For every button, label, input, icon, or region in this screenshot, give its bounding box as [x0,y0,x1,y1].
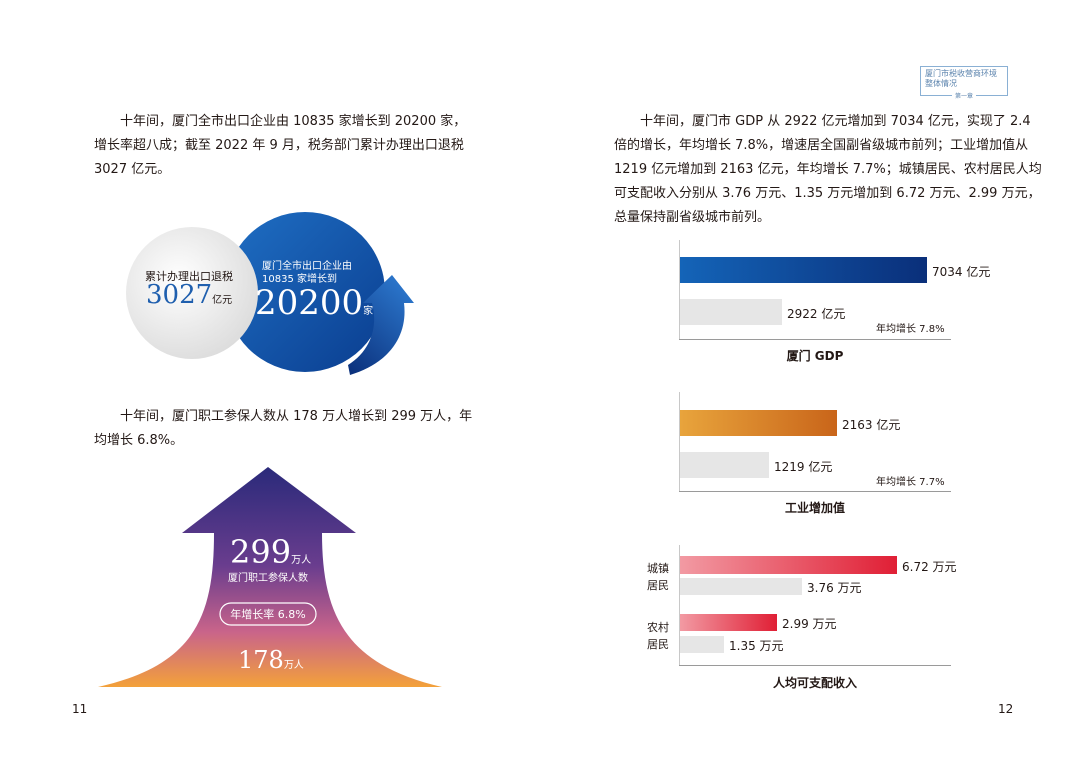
page-number-right: 12 [998,702,1014,716]
arrow-bottom-value-group: 178万人 [238,646,304,674]
big-circle-value: 20200 [255,283,364,323]
export-circles-graphic [126,212,414,375]
gdp-bar-2012-label: 2922 亿元 [787,307,846,321]
chart-baseline [679,491,951,492]
gdp-bar-2022 [680,257,927,283]
para-line: 3027 亿元。 [94,162,171,177]
para-line: 可支配收入分别从 3.76 万元、1.35 万元增加到 6.72 万元、2.99… [614,186,1041,201]
gdp-chart-title: 厦门 GDP [786,349,844,363]
small-circle-value-group: 3027亿元 [146,280,232,310]
arrow-top-label: 厦门职工参保人数 [228,573,308,584]
growth-arrow-shape [348,275,414,375]
income-bar-urban-2022 [680,556,897,574]
arrow-bottom-unit: 万人 [283,660,304,671]
rate-pill-outline [219,602,317,626]
income-bar-urban-2012 [680,578,802,595]
income-bar-urban-2022-label: 6.72 万元 [902,560,957,574]
row-label-line: 农村 [647,621,669,634]
big-circle-unit: 家 [363,306,374,317]
income-row-label-urban: 城镇 居民 [647,560,669,594]
chapter-header: 厦门市税收营商环境 整体情况 第一章 [920,66,1008,100]
industry-chart-title: 工业增加值 [784,501,845,515]
para-line: 倍的增长，年均增长 7.8%，增速居全国副省级城市前列；工业增加值从 [614,138,1029,153]
big-up-arrow-shape [98,467,442,687]
chapter-header-line2: 整体情况 [925,79,957,88]
chart-baseline [679,665,951,666]
small-circle-value: 3027 [146,280,213,310]
gdp-bar-2022-label: 7034 亿元 [932,265,991,279]
chart-axis [679,240,680,340]
industry-growth-note: 年均增长 7.7% [876,477,945,488]
income-row-label-rural: 农村 居民 [647,619,669,653]
income-bar-rural-2012 [680,636,724,653]
page-number-left: 11 [72,702,88,716]
arrow-bottom-value: 178 [238,646,284,674]
para-line: 增长率超八成；截至 2022 年 9 月，税务部门累计办理出口退税 [94,138,464,153]
para-line: 均增长 6.8%。 [94,433,184,448]
para-line: 总量保持副省级城市前列。 [614,210,771,225]
small-circle-label: 累计办理出口退税 [145,270,233,283]
big-circle-value-group: 20200家 [255,283,373,323]
industry-bar-2022 [680,410,837,436]
arrow-rate-label: 年增长率 6.8% [230,608,306,621]
row-label-line: 居民 [647,579,669,592]
small-circle-unit: 亿元 [212,295,233,306]
gdp-growth-note: 年均增长 7.8% [876,324,945,335]
para-line: 十年间，厦门职工参保人数从 178 万人增长到 299 万人，年 [120,409,473,424]
chapter-label-wrap: 第一章 [921,91,1007,100]
insured-arrow-graphic [98,467,442,687]
left-paragraph-exports: 十年间，厦门全市出口企业由 10835 家增长到 20200 家， 增长率超八成… [94,110,466,182]
chapter-header-line1: 厦门市税收营商环境 [925,69,997,78]
industry-bar-2012 [680,452,769,478]
income-bar-rural-2012-label: 1.35 万元 [729,639,784,653]
big-circle-label-1: 厦门全市出口企业由 [262,261,352,272]
big-blue-circle [225,212,385,372]
row-label-line: 城镇 [647,562,669,575]
arrow-top-value-group: 299万人 [230,533,311,571]
para-line: 十年间，厦门全市出口企业由 10835 家增长到 20200 家， [120,114,467,129]
para-line: 十年间，厦门市 GDP 从 2922 亿元增加到 7034 亿元，实现了 2.4 [640,114,1031,129]
income-bar-urban-2012-label: 3.76 万元 [807,581,862,595]
industry-bar-2022-label: 2163 亿元 [842,418,901,432]
arrow-top-value: 299 [230,533,292,571]
big-circle-label-2: 10835 家增长到 [262,274,337,285]
income-bar-rural-2022-label: 2.99 万元 [782,617,837,631]
chart-baseline [679,339,951,340]
industry-bar-2012-label: 1219 亿元 [774,460,833,474]
small-grey-circle [126,227,258,359]
income-bar-rural-2022 [680,614,777,631]
chart-axis [679,545,680,665]
chapter-label: 第一章 [951,93,976,100]
gdp-bar-2012 [680,299,782,325]
row-label-line: 居民 [647,638,669,651]
left-paragraph-insured: 十年间，厦门职工参保人数从 178 万人增长到 299 万人，年 均增长 6.8… [94,405,472,453]
right-paragraph: 十年间，厦门市 GDP 从 2922 亿元增加到 7034 亿元，实现了 2.4… [614,110,1042,230]
chart-axis [679,392,680,492]
arrow-top-unit: 万人 [291,555,312,566]
chapter-header-title: 厦门市税收营商环境 整体情况 [925,69,997,89]
para-line: 1219 亿元增加到 2163 亿元，年均增长 7.7%；城镇居民、农村居民人均 [614,162,1042,177]
income-chart-title: 人均可支配收入 [772,676,857,690]
